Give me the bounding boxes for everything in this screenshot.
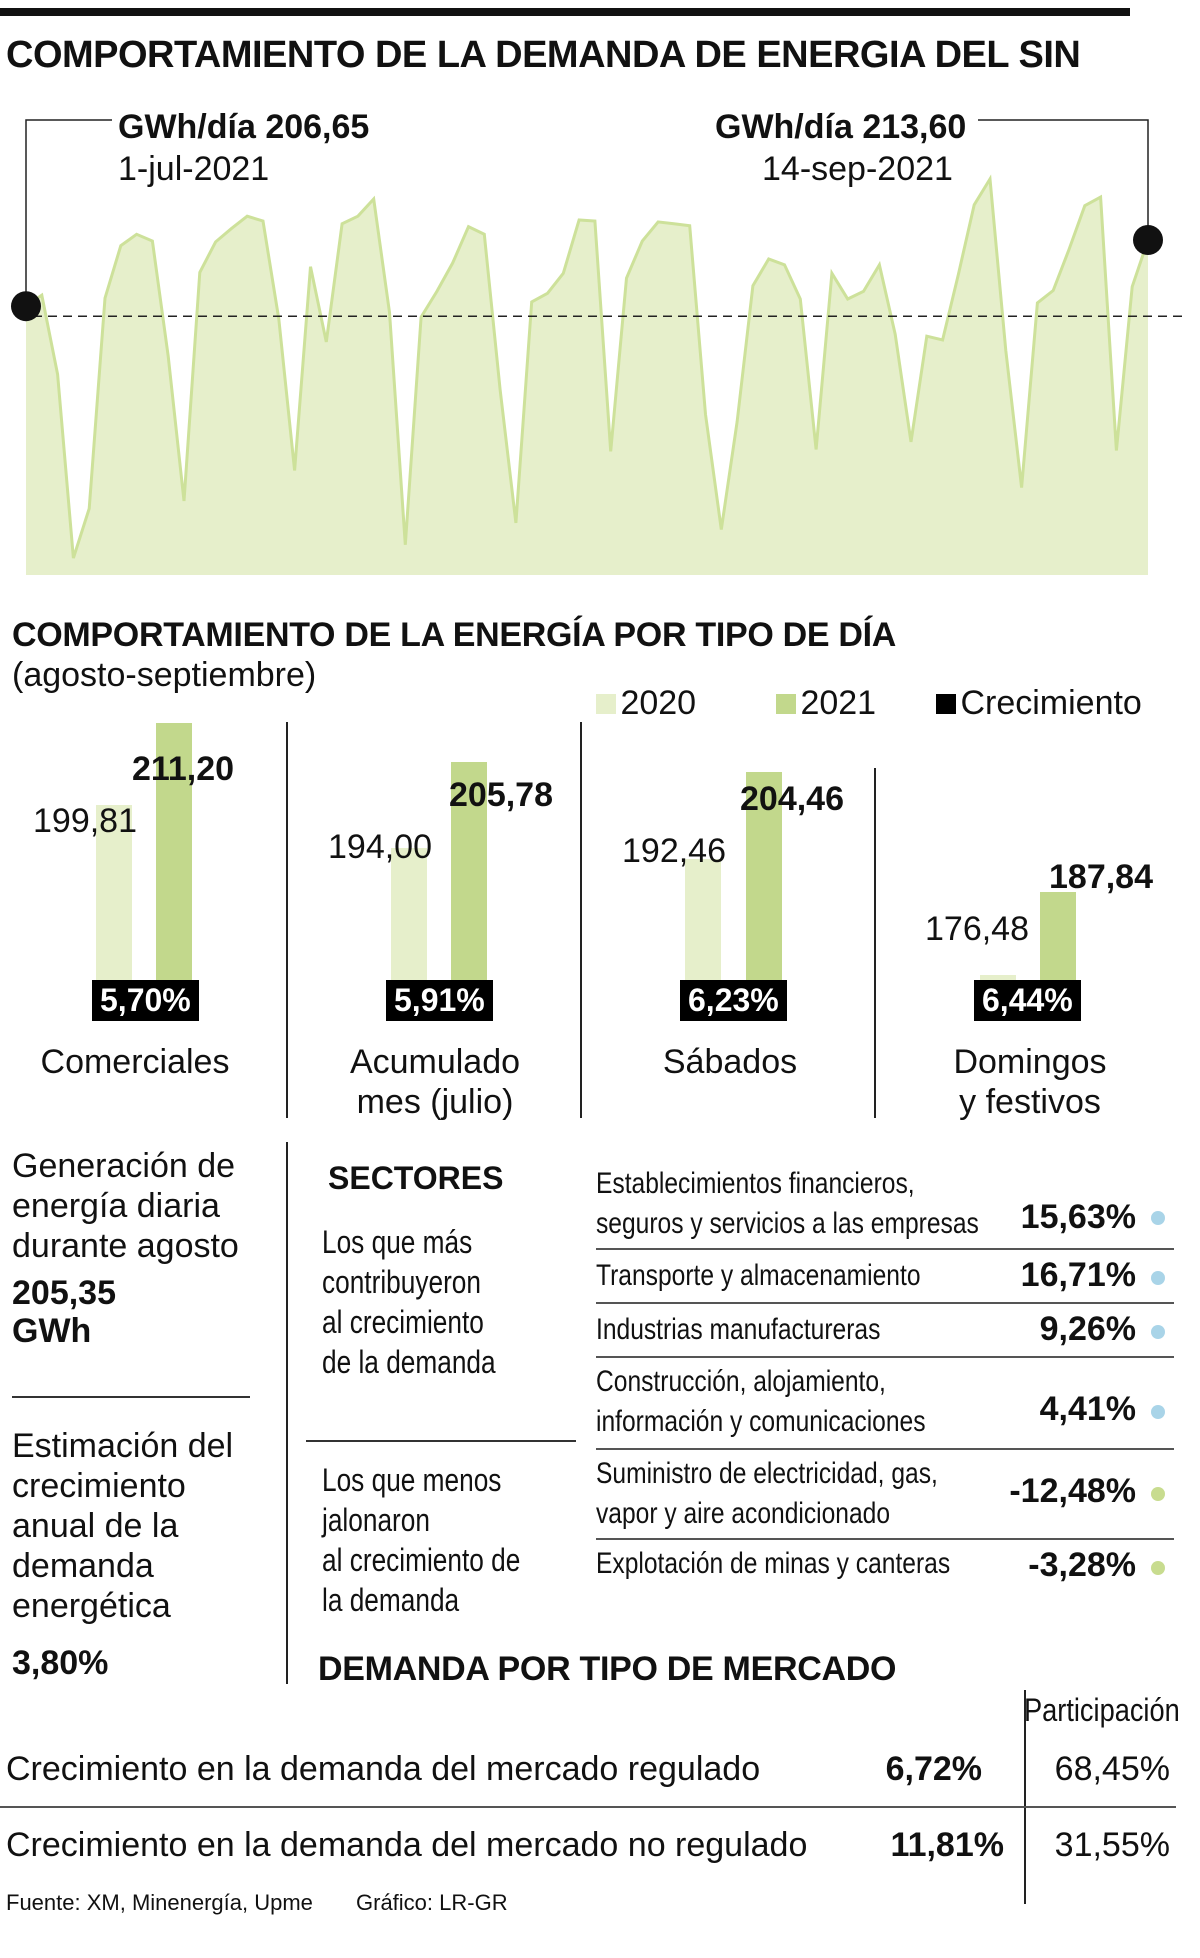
bar-label-2021: 187,84 — [1049, 858, 1153, 896]
growth-badge: 5,70% — [92, 980, 199, 1021]
col-divider — [874, 768, 876, 1118]
legend-growth-label: Crecimiento — [960, 684, 1142, 722]
sector-name: Construcción, alojamiento, información y … — [596, 1365, 926, 1438]
bar-2020-1 — [391, 847, 427, 980]
sector-name: Industrias manufactureras — [596, 1313, 881, 1346]
estimate-label: Estimación del crecimiento anual de la dema… — [12, 1427, 234, 1625]
bar-label-2020: 176,48 — [925, 910, 1029, 948]
category-label: Sábados — [662, 1043, 798, 1081]
sector-divider — [596, 1538, 1174, 1540]
bar-2020-3 — [980, 974, 1016, 980]
sector-value: -3,28% — [1028, 1546, 1136, 1584]
sector-value: -12,48% — [1009, 1472, 1136, 1510]
market-row-label: Crecimiento en la demanda del mercado re… — [6, 1750, 761, 1788]
start-date: 1-jul-2021 — [118, 150, 270, 188]
legend-2021-label: 2021 — [800, 684, 877, 722]
participation-divider — [1024, 1690, 1026, 1904]
bar-2021-1 — [451, 762, 487, 980]
bar-label-2020: 192,46 — [622, 832, 726, 870]
sector-divider — [596, 1302, 1174, 1304]
bar-2021-0 — [156, 722, 192, 980]
legend-2021-swatch — [776, 694, 796, 714]
bar-2021-2 — [746, 771, 782, 980]
sector-value: 16,71% — [1020, 1256, 1136, 1294]
generation-value: 205,35 GWh — [12, 1274, 116, 1350]
market-row-value: 6,72% — [885, 1750, 982, 1788]
sector-divider — [596, 1248, 1174, 1250]
end-date: 14-sep-2021 — [762, 150, 953, 188]
market-row-value: 11,81% — [890, 1826, 1004, 1864]
sector-divider — [596, 1356, 1174, 1358]
sectors-more-label: Los que más contribuyeron al crecimiento de… — [322, 1224, 496, 1380]
top-rule — [0, 8, 1130, 16]
sectors-less-label: Los que menos jalonaron al crecimiento de l… — [322, 1462, 521, 1618]
left-column-divider — [286, 1142, 288, 1684]
market-row-share: 31,55% — [1054, 1826, 1170, 1864]
main-title: COMPORTAMIENTO DE LA DEMANDA DE ENERGIA … — [6, 34, 1081, 76]
positive-dot-icon — [1151, 1405, 1165, 1419]
category-label: Domingos y festivos — [953, 1043, 1107, 1121]
col-divider — [286, 722, 288, 1118]
end-value: GWh/día 213,60 — [715, 108, 967, 146]
legend-2020-label: 2020 — [620, 684, 697, 722]
sector-value: 9,26% — [1039, 1310, 1136, 1348]
estimate-value: 3,80% — [12, 1644, 109, 1682]
sectors-heading: SECTORES — [328, 1160, 504, 1196]
start-point-marker — [11, 291, 41, 322]
col-divider — [580, 722, 582, 1118]
positive-dot-icon — [1151, 1325, 1165, 1339]
bar-2020-0 — [96, 805, 132, 980]
market-title: DEMANDA POR TIPO DE MERCADO — [318, 1650, 897, 1688]
bar-label-2021: 211,20 — [131, 750, 235, 788]
bar-label-2021: 204,46 — [740, 780, 844, 818]
daytype-subtitle: (agosto-septiembre) — [12, 656, 317, 694]
start-value: GWh/día 206,65 — [118, 108, 370, 146]
legend-growth-swatch — [936, 694, 956, 714]
left-divider — [12, 1396, 250, 1398]
demand-area — [26, 179, 1148, 575]
bar-label-2021: 205,78 — [449, 776, 553, 814]
growth-badge: 6,23% — [680, 980, 787, 1021]
bar-2021-3 — [1040, 892, 1076, 980]
growth-badge: 6,44% — [974, 980, 1081, 1021]
end-leader-line — [978, 119, 1149, 240]
bar-label-2020: 199,81 — [33, 802, 137, 840]
category-label: Acumulado mes (julio) — [349, 1043, 521, 1121]
sector-value: 4,41% — [1039, 1390, 1136, 1428]
sector-name: Suministro de electricidad, gas, vapor y … — [596, 1457, 938, 1530]
market-divider — [0, 1806, 1176, 1808]
start-leader-line — [25, 119, 112, 307]
footer-source: Fuente: XM, Minenergía, Upme — [6, 1890, 313, 1915]
legend-growth: Crecimiento — [936, 684, 1142, 723]
bar-2020-2 — [685, 858, 721, 980]
legend-2020-swatch — [596, 694, 616, 714]
sectors-divider — [306, 1440, 576, 1442]
negative-dot-icon — [1151, 1561, 1165, 1575]
positive-dot-icon — [1151, 1211, 1165, 1225]
market-row-label: Crecimiento en la demanda del mercado no… — [6, 1826, 808, 1864]
generation-label: Generación de energía diaria durante agost… — [12, 1147, 239, 1265]
daily-demand-chart — [11, 119, 1185, 575]
participation-header: Participación — [1024, 1692, 1180, 1728]
daytype-title: COMPORTAMIENTO DE LA ENERGÍA POR TIPO DE… — [12, 616, 897, 654]
bar-label-2020: 194,00 — [328, 828, 432, 866]
end-point-marker — [1133, 225, 1163, 255]
market-row-share: 68,45% — [1054, 1750, 1170, 1788]
demand-line — [25, 174, 1150, 559]
growth-badge: 5,91% — [386, 980, 493, 1021]
positive-dot-icon — [1151, 1271, 1165, 1285]
sector-divider — [596, 1448, 1174, 1450]
negative-dot-icon — [1151, 1487, 1165, 1501]
footer-credit: Gráfico: LR-GR — [356, 1890, 508, 1915]
legend-2021: 2021 — [776, 684, 876, 723]
sector-name: Establecimientos financieros, seguros y s… — [596, 1167, 979, 1240]
sector-name: Transporte y almacenamiento — [596, 1259, 921, 1292]
category-label: Comerciales — [40, 1043, 230, 1081]
legend-2020: 2020 — [596, 684, 696, 723]
sector-value: 15,63% — [1020, 1198, 1136, 1236]
sector-name: Explotación de minas y canteras — [596, 1547, 951, 1580]
